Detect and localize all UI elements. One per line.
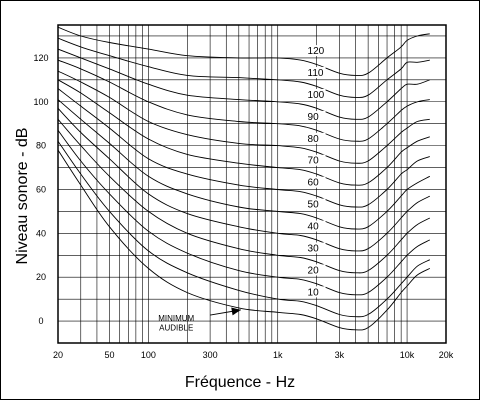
curve-label: 30: [308, 243, 320, 254]
annotation-text: AUDIBLE: [159, 324, 193, 333]
y-axis-title: Niveau sonore - dB: [14, 128, 31, 265]
loudness-curve: [58, 26, 430, 76]
curve-label: 40: [308, 222, 320, 233]
curve-label: 60: [308, 178, 320, 189]
annotation-arrow-head: [231, 307, 241, 316]
y-tick-label: 0: [38, 316, 43, 326]
curve-label: 10: [308, 287, 320, 298]
curve-label-bg: [305, 67, 326, 79]
loudness-curve: [58, 140, 431, 318]
grid: [58, 25, 446, 343]
y-tick-label: 40: [36, 228, 46, 238]
curve-label: 110: [308, 68, 324, 79]
curve-label: 70: [308, 156, 320, 167]
loudness-curve: [58, 88, 430, 208]
curve-label-bg: [305, 45, 326, 57]
y-tick-label: 60: [36, 184, 46, 194]
loudness-curve: [58, 70, 430, 164]
tick-labels: 20 50 100 300 1k 3k 10k 20k 0 20 40 60 80 100 120: [33, 53, 453, 360]
x-tick-label: 3k: [335, 350, 345, 360]
curve-label: 80: [308, 134, 320, 145]
curve-label-bg: [305, 88, 326, 100]
curve-label: 20: [308, 265, 320, 276]
annotation-text: MINIMUM: [158, 314, 194, 323]
y-tick-label: 100: [33, 97, 48, 107]
x-tick-label: 20k: [439, 350, 454, 360]
curve-label-bg: [305, 242, 326, 254]
loudness-curve: [58, 37, 430, 98]
curve-label-bg: [305, 176, 326, 188]
loudness-curve: [58, 99, 431, 230]
loudness-curve: [58, 59, 430, 142]
y-tick-label: 80: [36, 141, 46, 151]
curves: [58, 26, 431, 331]
loudness-curve: [58, 149, 431, 331]
loudness-curve: [58, 107, 431, 252]
x-tick-label: 100: [141, 350, 156, 360]
curve-label-bg: [305, 264, 326, 276]
curve-label: 100: [308, 90, 325, 101]
loudness-curve: [58, 48, 430, 120]
x-tick-label: 50: [104, 350, 114, 360]
x-tick-label: 20: [53, 350, 63, 360]
x-axis-title: Fréquence - Hz: [185, 374, 295, 391]
curve-labels: 10 20 30 40 50 60 70 80 90 100 110 120: [305, 45, 326, 298]
curve-label: 50: [308, 200, 320, 211]
curve-label: 120: [308, 46, 325, 57]
curve-label-bg: [305, 198, 326, 210]
y-tick-label: 20: [36, 272, 46, 282]
loudness-curve: [58, 119, 431, 274]
x-tick-label: 10k: [400, 350, 415, 360]
curve-label-bg: [305, 286, 326, 298]
curve-label-bg: [305, 110, 326, 122]
x-tick-label: 300: [203, 350, 218, 360]
loudness-curve: [58, 130, 431, 296]
curve-label-bg: [305, 154, 326, 166]
loudness-curve: [58, 79, 430, 186]
x-tick-label: 1k: [273, 350, 283, 360]
curve-label-bg: [305, 132, 326, 144]
plot-border: [57, 24, 447, 344]
y-tick-label: 120: [33, 53, 48, 63]
curve-label-bg: [305, 220, 326, 232]
curve-label: 90: [308, 112, 320, 123]
